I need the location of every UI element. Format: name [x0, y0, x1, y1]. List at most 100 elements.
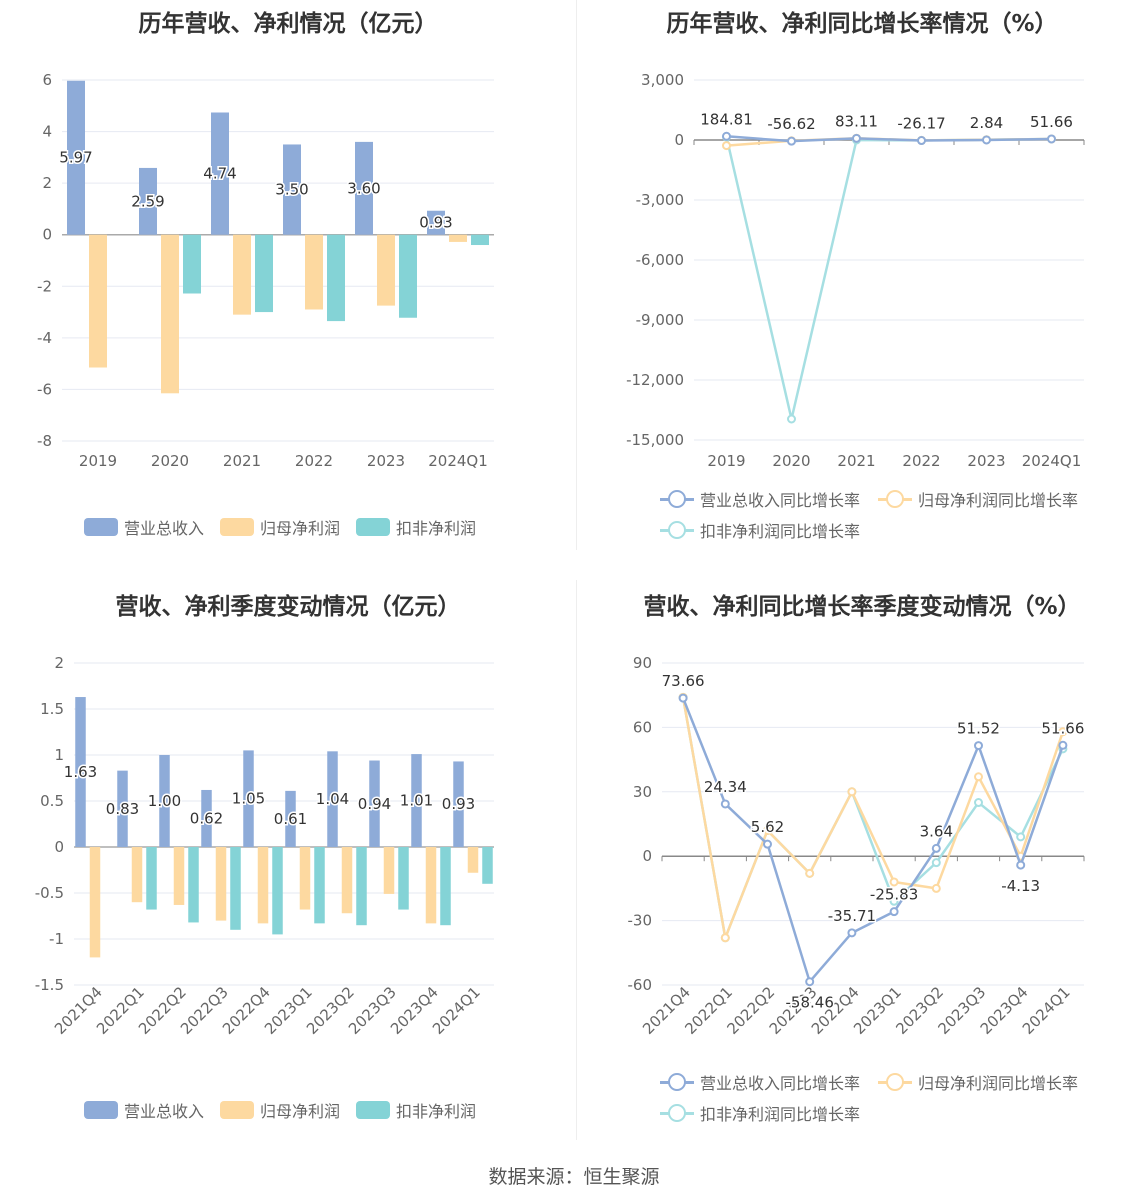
bar-value-label: 0.83 — [106, 800, 139, 818]
x-tick-label: 2020 — [151, 452, 189, 470]
point-2023q3-s0 — [974, 741, 983, 751]
bar-2020-s1 — [161, 234, 179, 394]
point-value-label: 51.52 — [957, 720, 1000, 738]
point-2024q1-s0 — [1047, 134, 1056, 144]
bar-2023-s0 — [355, 141, 373, 235]
bar-2019-s0 — [67, 80, 85, 235]
point-2022q2-s0 — [763, 839, 772, 849]
point-2023-s0 — [982, 135, 991, 145]
bar-2023-s1 — [377, 234, 395, 306]
x-tick-label: 2022 — [295, 452, 333, 470]
bar-2022-s0 — [283, 144, 301, 235]
point-2021-s0 — [852, 133, 861, 143]
chart-title: 营收、净利季度变动情况（亿元） — [115, 594, 461, 620]
bar-2022q2-s1 — [173, 847, 185, 905]
bar-value-label: 3.60 — [347, 179, 380, 197]
series-line-s0 — [681, 697, 1065, 983]
y-tick-label: 6 — [42, 71, 52, 89]
y-tick-label: 0 — [642, 847, 652, 865]
point-2024q1-s0 — [1058, 740, 1068, 750]
point-2023q2-s1 — [931, 883, 941, 893]
bar-value-label: 1.01 — [400, 792, 433, 810]
point-value-label: -25.83 — [870, 886, 918, 904]
legend-item-s1[interactable]: 归母净利润同比增长率 — [878, 487, 1078, 511]
y-tick-label: 0 — [42, 226, 52, 244]
legend-item-s0[interactable]: 营业总收入同比增长率 — [660, 1070, 860, 1094]
point-2021q4-s0 — [678, 693, 688, 703]
bar-value-label: 1.05 — [232, 790, 265, 808]
legend-item-s2[interactable]: 扣非净利润 — [356, 1098, 476, 1122]
quarterly-bar-plot: 21.510.50-0.5-1-1.52021Q42022Q12022Q2202… — [35, 654, 494, 1038]
bar-2021-s2 — [255, 234, 273, 313]
y-tick-label: 1 — [54, 746, 64, 764]
bar-2022q1-s0 — [117, 770, 128, 847]
legend-swatch — [660, 1073, 694, 1091]
point-value-label: 24.34 — [704, 778, 747, 796]
bar-value-label: 0.93 — [442, 795, 475, 813]
bar-2022-s2 — [327, 234, 345, 322]
legend-label: 扣非净利润同比增长率 — [700, 522, 861, 541]
legend-item-s2[interactable]: 扣非净利润同比增长率 — [660, 1101, 860, 1125]
annual-growth-chart: 历年营收、净利同比增长率情况（%） 3,000 0 -3,000 -6,000 -9,0… — [576, 0, 1148, 560]
legend-item-s0[interactable]: 营业总收入同比增长率 — [660, 487, 860, 511]
bar-2021-s1 — [233, 234, 251, 315]
legend-label: 扣非净利润同比增长率 — [700, 1105, 861, 1124]
point-value-label: 5.62 — [751, 818, 784, 836]
bar-2023q1-s2 — [314, 847, 325, 924]
y-tick-label: 90 — [633, 654, 652, 672]
y-tick-label: -3,000 — [636, 191, 684, 209]
point-2020-s2 — [787, 414, 796, 424]
point-2019-s1 — [722, 141, 731, 151]
legend-item-s0[interactable]: 营业总收入 — [84, 515, 204, 539]
bar-value-label: 1.63 — [64, 763, 97, 781]
y-tick-label: 2 — [54, 654, 64, 672]
bar-2023q3-s0 — [369, 760, 380, 847]
legend-item-s0[interactable]: 营业总收入 — [84, 1098, 204, 1122]
series-line-s1 — [681, 697, 1065, 940]
point-value-label: -35.71 — [828, 907, 876, 925]
legend-swatch — [84, 518, 118, 536]
legend-item-s1[interactable]: 归母净利润 — [220, 1098, 340, 1122]
y-tick-label: -9,000 — [636, 311, 684, 329]
bar-2022q1-s1 — [131, 847, 143, 903]
y-tick-label: 0 — [674, 131, 684, 149]
y-tick-label: 3,000 — [641, 71, 684, 89]
legend-item-s2[interactable]: 扣非净利润 — [356, 515, 476, 539]
point-value-label: -4.13 — [1001, 877, 1040, 895]
point-2022q1-s0 — [720, 799, 730, 809]
point-2023q2-s2 — [931, 858, 941, 868]
legend-item-s1[interactable]: 归母净利润 — [220, 515, 340, 539]
x-tick-label: 2021 — [837, 452, 875, 470]
bar-value-label: 5.97 — [59, 149, 92, 167]
annual-bar-plot: 6 4 2 0 -2 -4 -6 -8 2019 2020 2021 2022 2023 2024Q1 5.… — [37, 71, 494, 470]
bar-2024q1-s0 — [427, 210, 445, 235]
y-tick-label: 0.5 — [40, 792, 64, 810]
x-tick-label: 2020 — [772, 452, 810, 470]
legend-label: 归母净利润 — [260, 1102, 341, 1121]
bar-value-label: 0.62 — [190, 809, 223, 827]
legend-item-s1[interactable]: 归母净利润同比增长率 — [878, 1070, 1078, 1094]
y-tick-label: -6,000 — [636, 251, 684, 269]
point-2022q3-s1 — [805, 868, 815, 878]
legend-swatch — [356, 1101, 390, 1119]
bar-2023q4-s1 — [425, 847, 437, 924]
legend-label: 营业总收入 — [124, 1102, 205, 1121]
bar-2022q3-s2 — [230, 847, 241, 930]
y-tick-label: -6 — [37, 380, 52, 398]
quarterly-growth-plot: 9060300-30-602021Q42022Q12022Q22022Q3202… — [628, 654, 1086, 1038]
legend-item-s2[interactable]: 扣非净利润同比增长率 — [660, 518, 860, 542]
bar-2022q4-s0 — [243, 750, 254, 847]
series-line-s0 — [726, 135, 1052, 143]
bar-2019-s1 — [89, 234, 107, 368]
x-tick-label: 2024Q1 — [1022, 452, 1082, 470]
bar-2023-s2 — [399, 234, 417, 318]
bar-2022q4-s1 — [257, 847, 269, 924]
annual-revenue-profit-chart: 历年营收、净利情况（亿元） 6 4 2 0 -2 -4 -6 -8 2019 2020 2021 20… — [0, 0, 576, 560]
y-tick-label: -4 — [37, 329, 52, 347]
y-tick-label: -30 — [628, 912, 653, 930]
bar-2022q4-s2 — [272, 847, 283, 935]
point-2022q4-s0 — [847, 928, 857, 938]
point-2023q4-s0 — [1016, 860, 1026, 870]
legend-swatch — [660, 1104, 694, 1122]
point-2023q4-s2 — [1016, 832, 1026, 842]
